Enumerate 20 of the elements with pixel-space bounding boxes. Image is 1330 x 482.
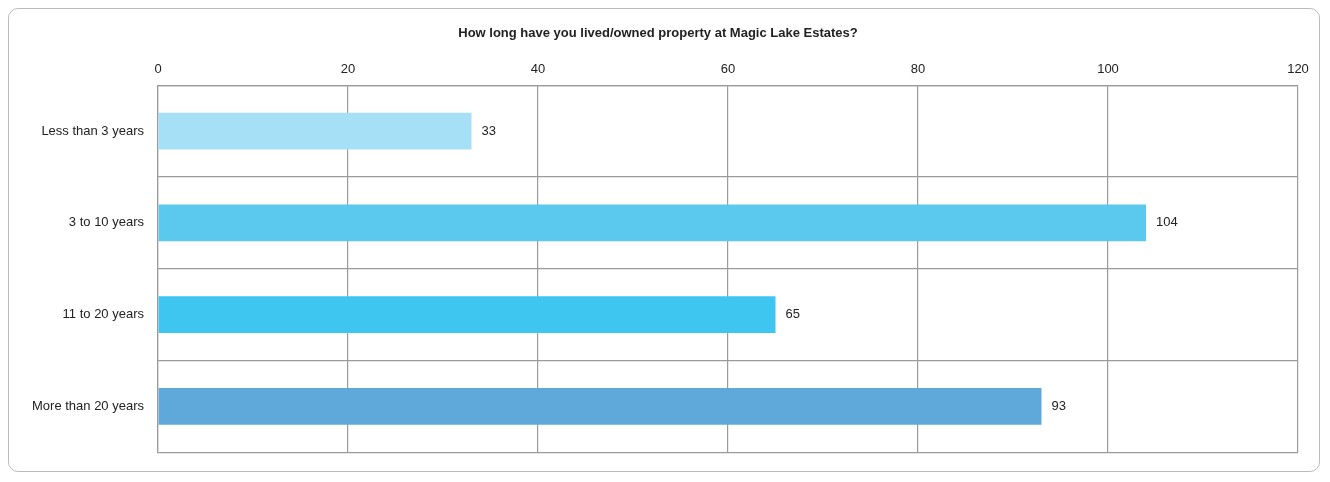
data-label: 65 — [785, 306, 800, 322]
y-tick-label: 3 to 10 years — [68, 214, 145, 230]
bar — [158, 204, 1146, 242]
x-tick-label: 60 — [720, 60, 736, 76]
y-tick-label: Less than 3 years — [41, 122, 145, 138]
data-label: 104 — [1156, 214, 1178, 230]
bar — [158, 296, 776, 333]
bar — [158, 112, 472, 150]
data-label: 93 — [1051, 397, 1066, 413]
x-tick-label: 0 — [154, 60, 162, 76]
y-tick-label: 11 to 20 years — [62, 306, 145, 322]
data-label: 33 — [481, 122, 496, 138]
bar — [158, 387, 1042, 425]
x-tick-label: 20 — [340, 60, 356, 76]
x-tick-label: 80 — [910, 60, 926, 76]
x-tick-label: 120 — [1287, 60, 1309, 76]
x-tick-label: 100 — [1097, 60, 1119, 76]
y-tick-label: More than 20 years — [31, 397, 145, 413]
chart-title: How long have you lived/owned property at Magic Lake Estates? — [458, 25, 858, 41]
x-tick-label: 40 — [530, 60, 546, 76]
